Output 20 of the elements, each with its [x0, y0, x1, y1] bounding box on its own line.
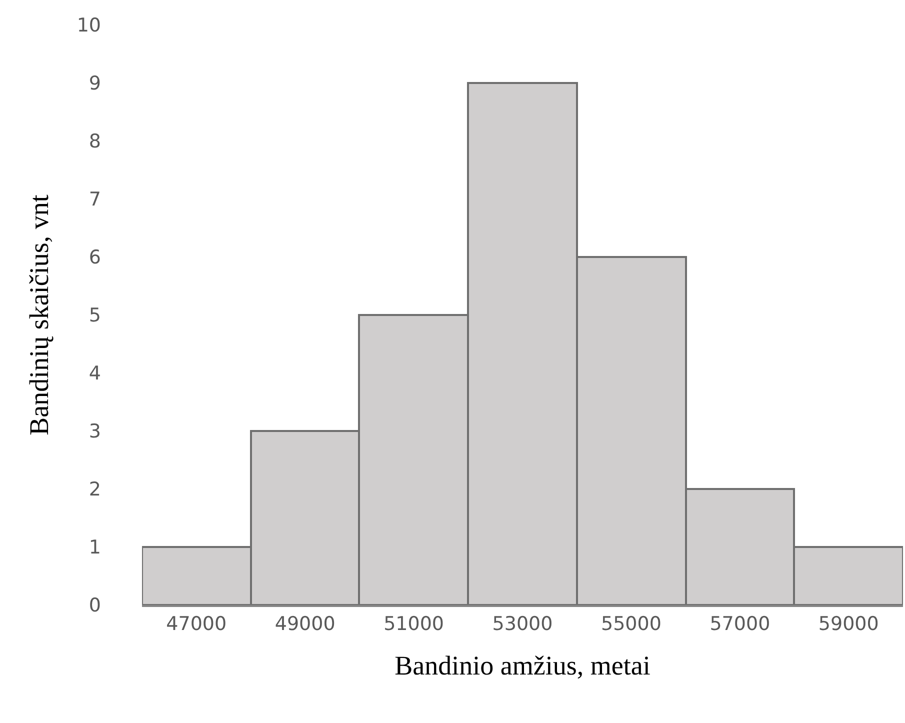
y-tick-label: 5: [88, 304, 101, 327]
y-tick-label: 2: [88, 478, 101, 501]
y-tick-label: 0: [88, 594, 101, 617]
y-tick-label: 1: [88, 536, 101, 559]
x-tick-label: 51000: [384, 612, 444, 635]
x-tick-label: 47000: [166, 612, 227, 635]
x-axis-title: Bandinio amžius, metai: [394, 650, 650, 681]
y-tick-label: 6: [88, 246, 101, 269]
y-tick-label: 7: [88, 188, 101, 211]
y-axis-title: Bandinių skaičius, vnt: [24, 194, 54, 436]
x-tick-label: 55000: [600, 612, 662, 635]
x-tick-label: 53000: [492, 612, 553, 635]
y-tick-label: 8: [88, 130, 101, 153]
y-tick-label: 4: [88, 362, 101, 385]
y-tick-label: 3: [88, 420, 101, 443]
y-tick-label: 10: [76, 14, 101, 37]
x-tick-label: 57000: [710, 612, 770, 635]
y-tick-label: 9: [88, 72, 101, 95]
x-tick-label: 59000: [818, 612, 879, 635]
x-tick-label: 49000: [274, 612, 336, 635]
